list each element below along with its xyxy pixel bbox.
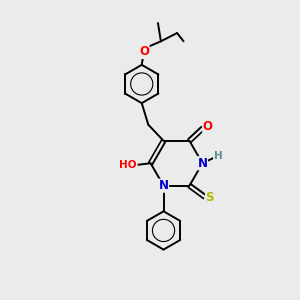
Text: S: S [206, 191, 214, 204]
Text: O: O [139, 45, 149, 58]
Text: HO: HO [119, 160, 137, 170]
Text: N: N [158, 179, 169, 192]
Text: H: H [214, 152, 222, 161]
Text: O: O [203, 121, 213, 134]
Text: N: N [197, 157, 207, 170]
